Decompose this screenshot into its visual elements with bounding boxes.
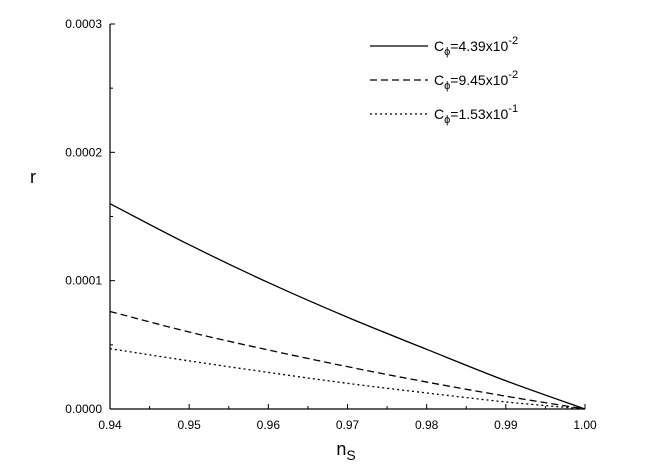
legend-label-sub: ϕ <box>444 114 450 126</box>
y-tick-label: 0.0003 <box>65 17 102 31</box>
series-line-solid <box>109 203 586 410</box>
legend-label-prefix: C <box>434 72 444 88</box>
x-tick-label: 0.95 <box>177 418 201 432</box>
legend-label-sup: -2 <box>508 69 518 81</box>
y-tick-label: 0.0000 <box>65 402 102 416</box>
axes: 0.94 0.95 0.96 0.97 0.98 0.99 1.00 0.0000 0.0001… <box>65 17 597 432</box>
legend-label-prefix: C <box>434 106 444 122</box>
legend-label: Cϕ=9.45x10-2 <box>434 69 518 92</box>
x-tick-label: 0.98 <box>415 418 439 432</box>
plot-lines <box>109 203 586 410</box>
x-tick-label: 1.00 <box>573 418 597 432</box>
x-tick-label: 0.94 <box>98 418 122 432</box>
x-tick-label: 0.96 <box>257 418 281 432</box>
legend-label-mid: =4.39x10 <box>450 38 508 54</box>
legend-label: Cϕ=4.39x10-2 <box>434 35 518 58</box>
y-tick-label: 0.0002 <box>65 145 102 159</box>
legend-label-sup: -1 <box>508 103 518 115</box>
series-line-dotted <box>109 348 586 410</box>
legend: Cϕ=4.39x10-2Cϕ=9.45x10-2Cϕ=1.53x10-1 <box>370 35 518 126</box>
legend-label-sup: -2 <box>508 35 518 47</box>
legend-label-sub: ϕ <box>444 80 450 92</box>
x-axis-title: nS <box>336 439 355 463</box>
x-axis-title-sub: S <box>346 447 355 463</box>
legend-label-sub: ϕ <box>444 46 450 58</box>
legend-label: Cϕ=1.53x10-1 <box>434 103 518 126</box>
x-tick-label: 0.99 <box>494 418 518 432</box>
y-axis-title: r <box>30 167 36 187</box>
legend-label-mid: =1.53x10 <box>450 106 508 122</box>
x-tick-label: 0.97 <box>336 418 360 432</box>
y-tick-label: 0.0001 <box>65 274 102 288</box>
legend-label-mid: =9.45x10 <box>450 72 508 88</box>
series-line-dashed <box>109 310 586 410</box>
legend-label-prefix: C <box>434 38 444 54</box>
x-axis-title-main: n <box>336 439 346 459</box>
